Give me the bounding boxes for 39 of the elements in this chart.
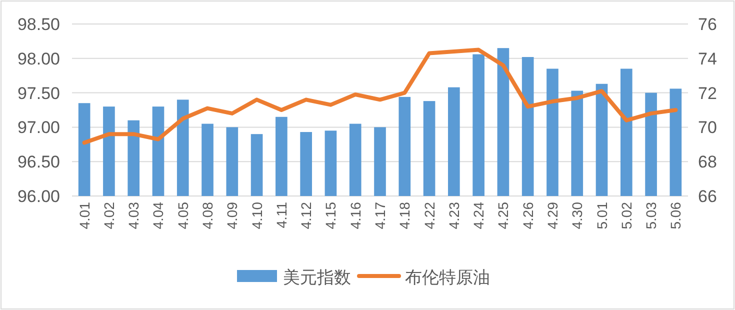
x-tick-label: 4.02 (100, 202, 117, 230)
y2-tick-label: 76 (698, 15, 717, 34)
x-tick-label: 5.06 (668, 202, 684, 230)
x-tick-label: 4.05 (174, 202, 191, 230)
y-tick-label: 97.00 (17, 118, 60, 138)
x-tick-label: 4.25 (495, 202, 512, 230)
x-tick-label: 5.03 (643, 202, 660, 230)
y-tick-label: 98.00 (17, 49, 60, 68)
y-tick-label: 97.50 (17, 84, 60, 103)
x-tick-label: 4.09 (224, 202, 240, 230)
y2-tick-label: 66 (698, 187, 717, 206)
x-tick-label: 4.30 (569, 202, 586, 230)
x-tick-label: 4.29 (544, 202, 560, 230)
y-tick-label: 96.50 (17, 152, 60, 172)
x-tick-label: 4.04 (150, 202, 166, 230)
x-tick-label: 4.03 (126, 202, 142, 230)
x-tick-label: 4.22 (421, 202, 438, 230)
x-tick-label: 4.11 (273, 202, 290, 228)
x-tick-label: 4.26 (520, 202, 536, 230)
x-tick-label: 4.18 (396, 202, 413, 230)
x-tick-label: 4.08 (200, 202, 216, 230)
x-tick-label: 5.01 (594, 202, 610, 230)
x-tick-label: 4.23 (446, 202, 462, 230)
x-tick-label: 4.01 (76, 202, 92, 230)
legend-label: 美元指数 (283, 268, 351, 287)
x-tick-label: 4.24 (470, 202, 487, 230)
y2-tick-label: 70 (698, 118, 717, 138)
x-tick-label: 4.15 (322, 202, 339, 230)
legend-label: 布伦特原油 (405, 268, 490, 287)
y-tick-label: 96.00 (17, 187, 60, 206)
y-tick-label: 98.50 (17, 15, 60, 34)
x-tick-label: 4.12 (298, 202, 314, 230)
x-tick-label: 4.17 (372, 202, 388, 230)
y2-tick-label: 68 (698, 152, 717, 172)
y2-tick-label: 74 (698, 49, 717, 68)
x-tick-label: 4.16 (347, 202, 364, 230)
y2-tick-label: 72 (698, 84, 717, 103)
x-tick-label: 5.02 (618, 202, 634, 230)
x-tick-label: 4.10 (248, 202, 265, 230)
